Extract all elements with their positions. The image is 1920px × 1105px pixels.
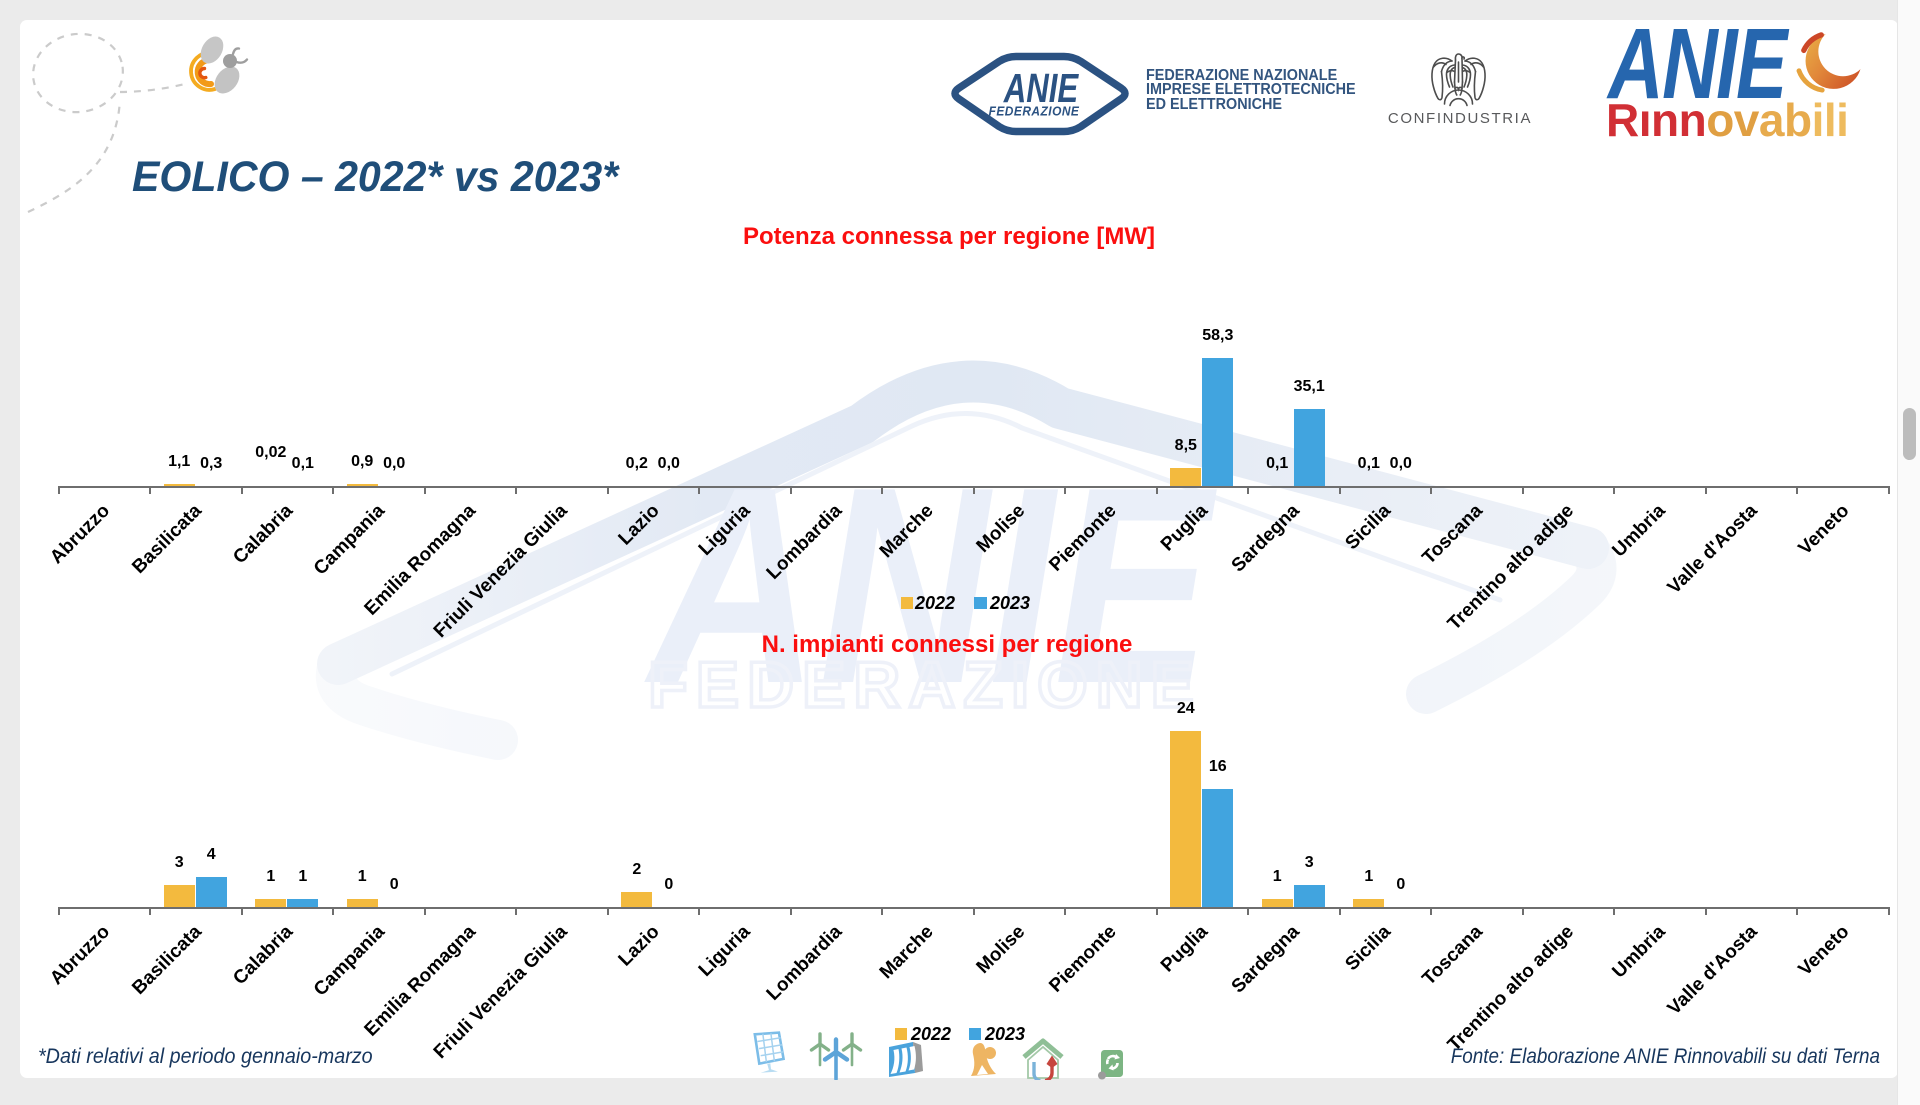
svg-text:ANIE: ANIE (642, 429, 1220, 742)
svg-text:FEDERAZIONE: FEDERAZIONE (989, 104, 1080, 119)
svg-text:ANIE: ANIE (1003, 65, 1080, 111)
svg-text:FEDERAZIONE: FEDERAZIONE (648, 648, 1202, 721)
